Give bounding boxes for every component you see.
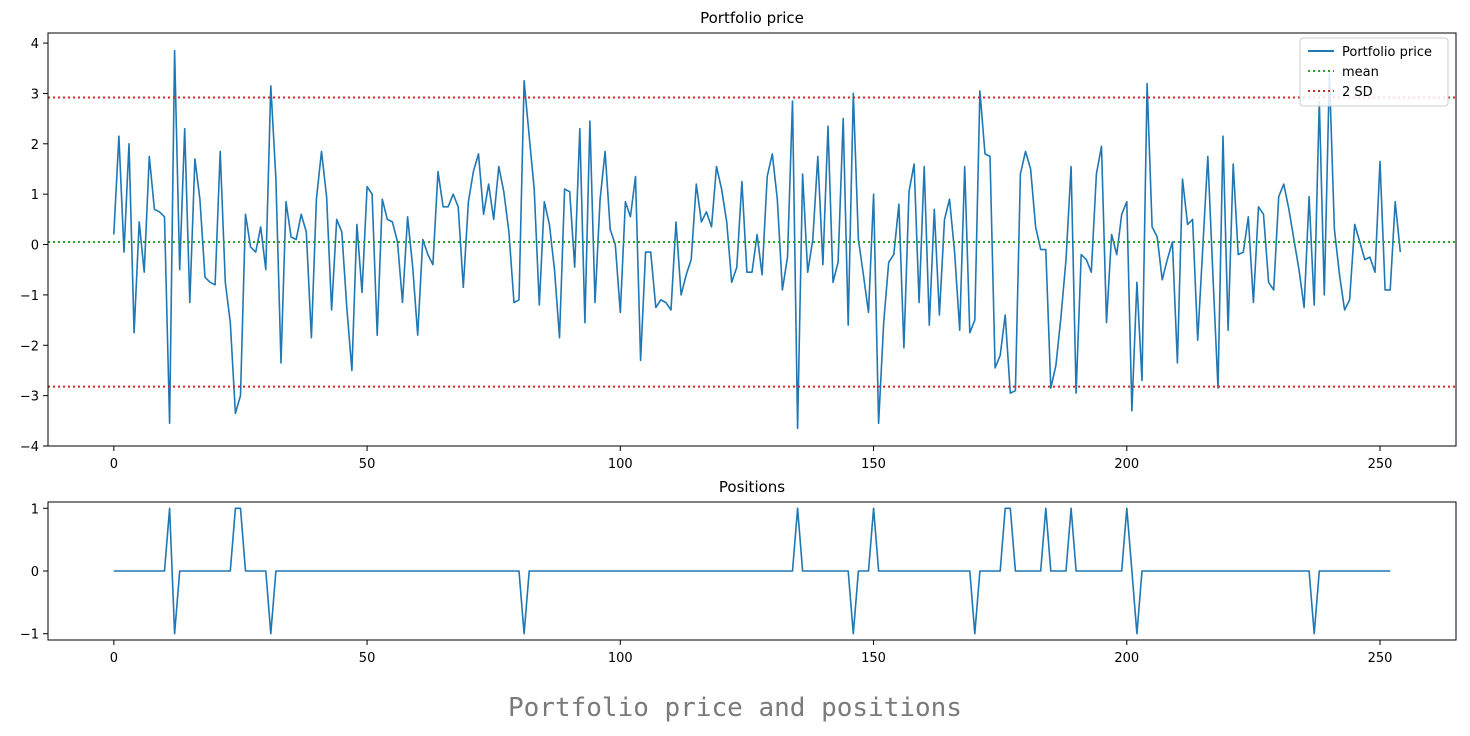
plot-frame <box>47 501 1457 641</box>
x-tick-label: 0 <box>110 651 118 666</box>
y-tick-label: −4 <box>20 440 39 455</box>
legend: Portfolio price mean 2 SD <box>1299 37 1449 107</box>
legend-label: Portfolio price <box>1342 45 1432 60</box>
chart-title: Portfolio price <box>700 9 804 27</box>
legend-box <box>1299 37 1449 107</box>
x-tick-label: 50 <box>359 457 376 472</box>
figure-caption: Portfolio price and positions <box>508 693 962 723</box>
y-tick-label: −1 <box>20 628 39 643</box>
positions-chart: Positions 0 50 100 150 200 250 −1 0 1 <box>20 478 1457 666</box>
x-tick-label: 100 <box>608 457 633 472</box>
x-tick-label: 50 <box>359 651 376 666</box>
x-tick-label: 250 <box>1368 457 1393 472</box>
y-tick-label: 1 <box>31 188 39 203</box>
y-tick-label: −2 <box>20 339 39 354</box>
y-tick-label: 0 <box>31 239 39 254</box>
portfolio-price-chart: Portfolio price 0 50 100 150 200 250 −4 −3 −2 −1 0 1… <box>20 9 1457 472</box>
series-line-positions <box>113 507 1391 635</box>
y-tick-label: −3 <box>20 390 39 405</box>
x-tick-label: 0 <box>110 457 118 472</box>
x-tick-label: 150 <box>861 457 886 472</box>
y-tick-label: −1 <box>20 289 39 304</box>
x-tick-label: 250 <box>1368 651 1393 666</box>
x-tick-label: 150 <box>861 651 886 666</box>
y-tick-label: 2 <box>31 138 39 153</box>
x-tick-label: 200 <box>1114 457 1139 472</box>
y-tick-label: 4 <box>31 37 39 52</box>
x-tick-label: 100 <box>608 651 633 666</box>
chart-title: Positions <box>719 478 785 496</box>
x-tick-label: 200 <box>1114 651 1139 666</box>
y-tick-label: 0 <box>31 565 39 580</box>
legend-label: mean <box>1342 65 1379 80</box>
legend-label: 2 SD <box>1342 85 1373 100</box>
plot-frame <box>47 32 1457 447</box>
y-tick-label: 3 <box>31 87 39 102</box>
y-tick-label: 1 <box>31 502 39 517</box>
series-line-portfolio-price <box>113 49 1402 430</box>
